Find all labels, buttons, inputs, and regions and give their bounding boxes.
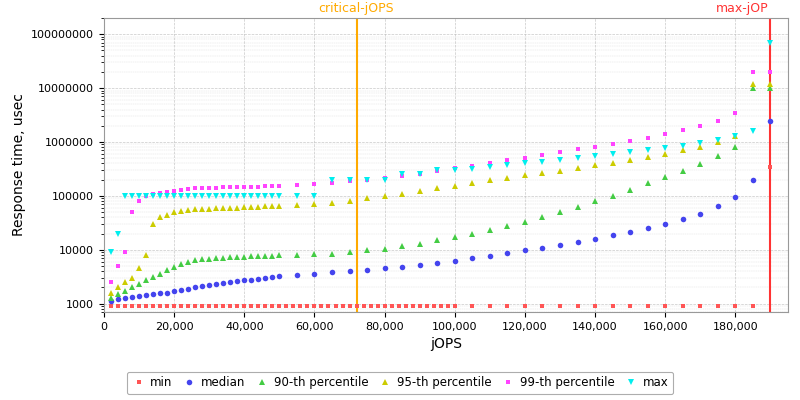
90-th percentile bbox=[380, 246, 390, 251]
90-th percentile bbox=[398, 244, 407, 249]
median bbox=[380, 266, 390, 271]
Line: max: max bbox=[107, 39, 774, 256]
min bbox=[218, 304, 228, 308]
Line: 90-th percentile: 90-th percentile bbox=[108, 85, 774, 300]
Y-axis label: Response time, usec: Response time, usec bbox=[12, 94, 26, 236]
95-th percentile bbox=[555, 168, 565, 173]
99-th percentile bbox=[398, 174, 407, 178]
median bbox=[555, 242, 565, 247]
median bbox=[766, 118, 775, 123]
90-th percentile bbox=[766, 86, 775, 90]
90-th percentile bbox=[205, 256, 214, 261]
90-th percentile bbox=[555, 210, 565, 214]
90-th percentile bbox=[661, 175, 670, 180]
Text: max-jOP: max-jOP bbox=[716, 2, 769, 15]
Line: median: median bbox=[108, 118, 774, 304]
95-th percentile bbox=[766, 82, 775, 86]
max bbox=[433, 168, 442, 172]
95-th percentile bbox=[106, 290, 116, 295]
95-th percentile bbox=[433, 186, 442, 190]
99-th percentile bbox=[555, 150, 565, 154]
max bbox=[766, 40, 775, 45]
min bbox=[730, 304, 740, 308]
max bbox=[380, 177, 390, 182]
min bbox=[380, 304, 390, 308]
max bbox=[205, 194, 214, 198]
99-th percentile bbox=[433, 168, 442, 173]
99-th percentile bbox=[766, 70, 775, 74]
95-th percentile bbox=[661, 152, 670, 156]
max bbox=[106, 250, 116, 255]
Text: critical-jOPS: critical-jOPS bbox=[318, 2, 394, 15]
min bbox=[106, 304, 116, 308]
90-th percentile bbox=[748, 86, 758, 90]
Legend: min, median, 90-th percentile, 95-th percentile, 99-th percentile, max: min, median, 90-th percentile, 95-th per… bbox=[126, 372, 674, 394]
95-th percentile bbox=[398, 191, 407, 196]
Line: min: min bbox=[109, 164, 773, 308]
median bbox=[106, 299, 116, 304]
Line: 95-th percentile: 95-th percentile bbox=[108, 81, 774, 296]
95-th percentile bbox=[205, 206, 214, 211]
99-th percentile bbox=[205, 185, 214, 190]
min bbox=[211, 304, 221, 308]
max bbox=[661, 146, 670, 150]
median bbox=[661, 222, 670, 226]
median bbox=[398, 264, 407, 269]
95-th percentile bbox=[748, 82, 758, 86]
X-axis label: jOPS: jOPS bbox=[430, 337, 462, 351]
min bbox=[373, 304, 382, 308]
95-th percentile bbox=[380, 194, 390, 198]
99-th percentile bbox=[661, 132, 670, 136]
max bbox=[398, 172, 407, 177]
min bbox=[766, 164, 775, 169]
90-th percentile bbox=[433, 238, 442, 243]
median bbox=[205, 283, 214, 288]
99-th percentile bbox=[748, 70, 758, 74]
max bbox=[555, 158, 565, 162]
median bbox=[433, 260, 442, 265]
90-th percentile bbox=[106, 295, 116, 300]
99-th percentile bbox=[106, 280, 116, 285]
99-th percentile bbox=[380, 176, 390, 180]
Line: 99-th percentile: 99-th percentile bbox=[109, 70, 773, 285]
min bbox=[643, 304, 653, 308]
